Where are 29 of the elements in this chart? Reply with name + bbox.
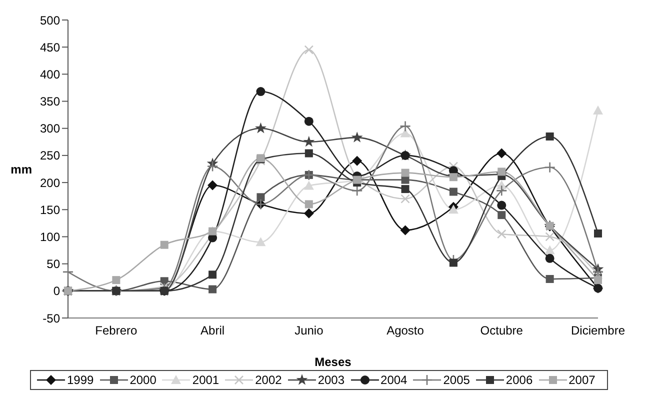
legend-label: 2005	[443, 373, 470, 387]
legend-label: 1999	[67, 373, 94, 387]
y-tick-label: 200	[40, 176, 60, 190]
y-tick-label: 150	[40, 202, 60, 217]
y-tick-label: 50	[46, 257, 60, 272]
legend-label: 2007	[568, 373, 596, 387]
x-tick-label: Abril	[200, 324, 225, 338]
y-tick-label: 500	[40, 13, 60, 28]
y-tick-label: 0	[53, 284, 60, 298]
x-tick-label: Diciembre	[570, 324, 626, 338]
y-tick-label: 450	[40, 40, 60, 54]
y-tick-label: 100	[40, 230, 60, 244]
x-tick-label: Octubre	[480, 324, 524, 338]
x-tick-label: Agosto	[386, 324, 424, 338]
y-tick-label: 350	[40, 94, 60, 109]
y-tick-label: 400	[40, 67, 60, 82]
y-tick-label: 300	[40, 122, 60, 136]
y-tick-label: 250	[40, 148, 60, 163]
y-axis-title: mm	[10, 162, 32, 176]
legend-label: 2003	[318, 373, 345, 387]
legend-label: 2000	[130, 373, 156, 387]
x-axis-title: Meses	[314, 355, 352, 369]
y-tick-label: -50	[42, 311, 60, 326]
x-tick-label: Junio	[294, 324, 324, 338]
legend-label: 2001	[192, 373, 220, 387]
x-tick-label: Febrero	[95, 324, 138, 338]
legend-label: 2004	[380, 373, 408, 387]
legend-label: 2002	[255, 373, 282, 387]
legend-label: 2006	[506, 373, 533, 387]
